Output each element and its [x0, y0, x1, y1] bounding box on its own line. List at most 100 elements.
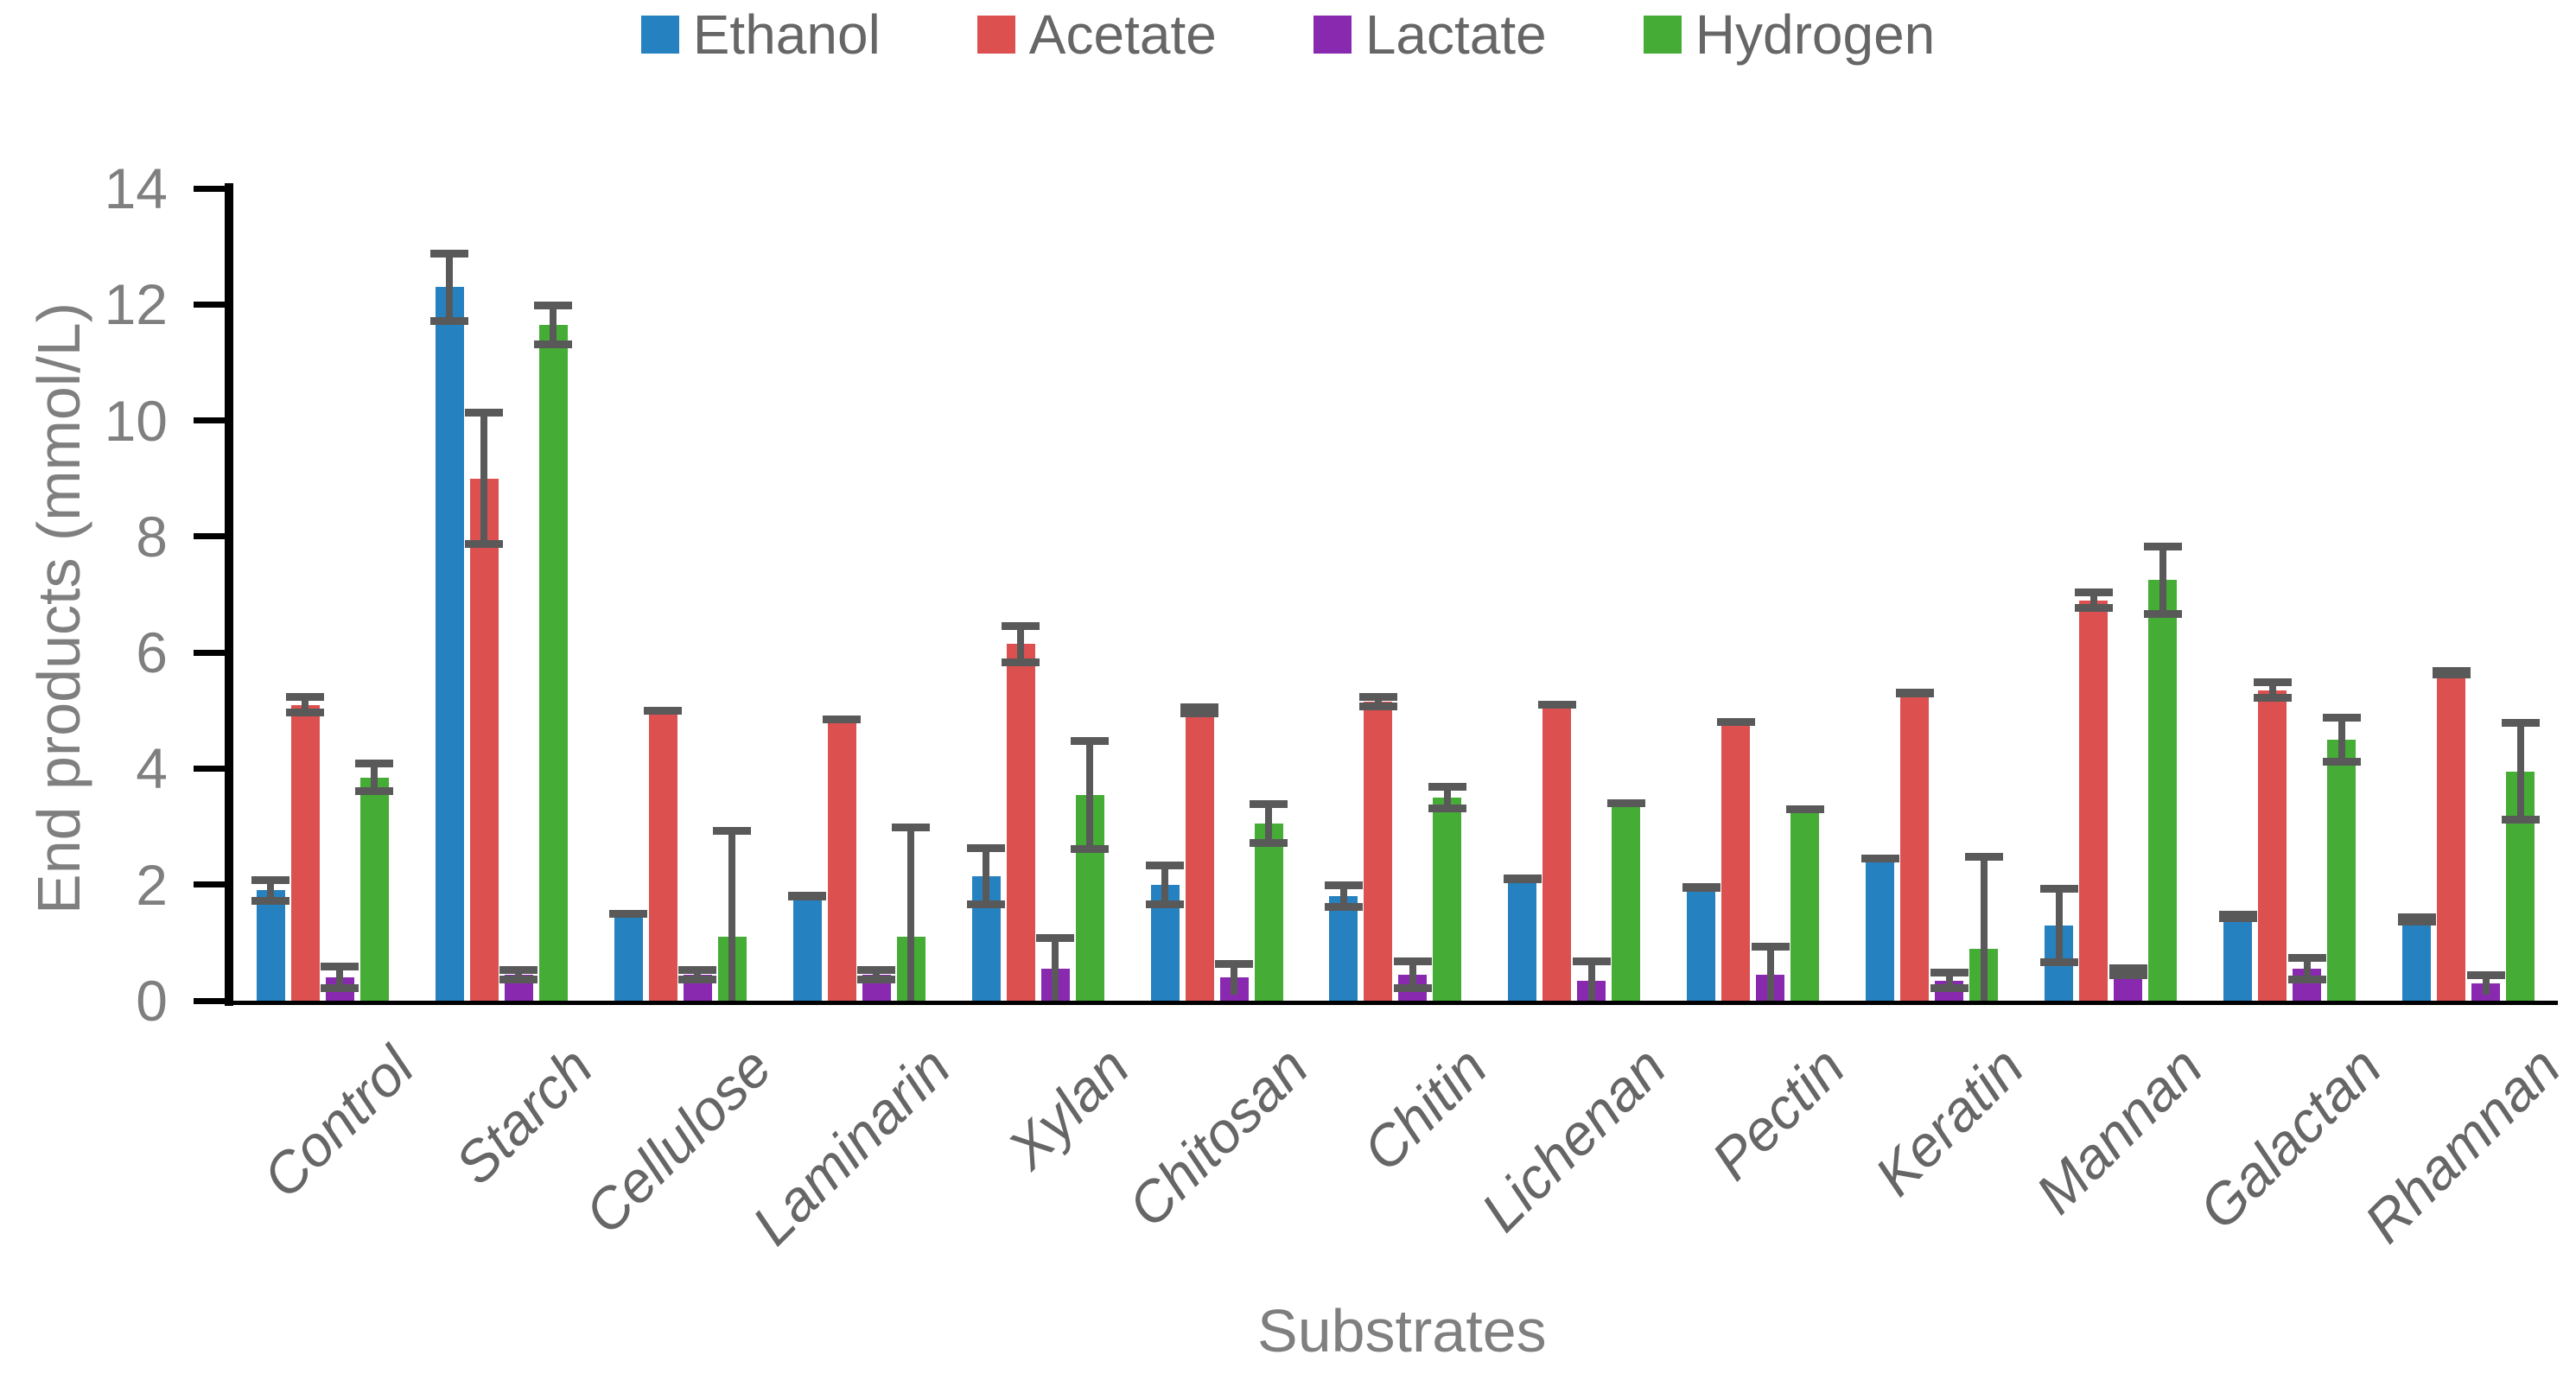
error-cap-top: [534, 301, 573, 309]
error-cap-top: [251, 875, 290, 884]
bar-slot: [2109, 188, 2147, 1001]
error-cap-bottom: [1716, 718, 1755, 727]
bar-acetate: [827, 719, 856, 1001]
category-label: Rhamnan: [2351, 1034, 2573, 1255]
bar-ethanol: [2402, 919, 2432, 1001]
bar-slot: [678, 188, 717, 1001]
error-bar: [2143, 542, 2182, 618]
error-whisker-line: [550, 301, 557, 348]
category-label: Chitin: [1350, 1034, 1499, 1183]
bar-slot: [2218, 188, 2257, 1001]
bar-slot: [1324, 188, 1363, 1001]
error-bar: [321, 963, 359, 992]
error-cap-bottom: [251, 897, 290, 906]
bar-acetate: [648, 710, 677, 1001]
bar-group-xylan: [949, 188, 1128, 1001]
error-bar: [2039, 884, 2078, 966]
error-cap-bottom: [1250, 839, 1288, 848]
bar-slot: [1572, 188, 1611, 1001]
error-bar: [788, 892, 827, 900]
bar-slot: [857, 188, 896, 1001]
error-bar: [1428, 783, 1466, 812]
y-axis-tick: [194, 765, 225, 772]
error-cap-top: [321, 963, 359, 971]
error-cap-bottom: [644, 707, 683, 715]
category-label: Starch: [442, 1034, 605, 1197]
error-bar: [1250, 800, 1288, 848]
error-bar: [2218, 910, 2257, 923]
error-whisker-line: [2268, 678, 2276, 703]
error-whisker-line: [2516, 719, 2524, 824]
error-cap-top: [499, 965, 538, 974]
bar-acetate: [290, 704, 320, 1001]
bar-slot: [2432, 188, 2471, 1001]
bar-slot: [823, 188, 862, 1001]
bar-slot: [1146, 188, 1185, 1001]
error-whisker-line: [1443, 783, 1451, 812]
bar-slot: [465, 188, 504, 1001]
y-axis-tick: [194, 881, 225, 888]
error-cap-top: [1572, 957, 1611, 965]
error-cap-top: [2074, 588, 2113, 597]
bar-slot: [430, 188, 469, 1001]
error-whisker-line: [1052, 933, 1059, 1001]
error-cap-bottom: [1146, 900, 1185, 908]
error-cap-bottom: [1606, 799, 1645, 808]
error-cap-top: [967, 843, 1006, 852]
error-cap-bottom: [1393, 983, 1432, 992]
error-cap-bottom: [321, 983, 359, 992]
error-bar: [1324, 881, 1363, 911]
legend-swatch-icon: [640, 16, 679, 54]
error-cap-bottom: [1930, 983, 1969, 992]
y-axis-line: [225, 183, 233, 1006]
error-cap-bottom: [1860, 855, 1899, 863]
error-whisker-line: [2159, 542, 2166, 618]
error-cap-bottom: [355, 786, 394, 795]
bar-ethanol: [1866, 858, 1895, 1001]
legend-item-ethanol: Ethanol: [640, 3, 881, 66]
error-whisker-line: [1409, 957, 1416, 992]
bar-slot: [1606, 188, 1645, 1001]
bar-hydrogen: [2148, 580, 2178, 1001]
error-bar: [251, 875, 290, 906]
error-cap-bottom: [2143, 609, 2182, 618]
bar-slot: [321, 188, 359, 1001]
bar-slot: [1682, 188, 1721, 1001]
error-cap-top: [1324, 881, 1363, 890]
error-whisker-line: [515, 965, 523, 983]
bar-acetate: [1006, 644, 1035, 1001]
error-whisker-line: [1265, 800, 1273, 848]
error-whisker-line: [2055, 884, 2063, 966]
error-whisker-line: [302, 693, 309, 716]
error-whisker-line: [983, 843, 990, 908]
error-cap-top: [857, 965, 896, 974]
error-bar: [2287, 954, 2326, 983]
error-cap-top: [1428, 783, 1466, 792]
error-bar: [1215, 960, 1254, 995]
bar-slot: [1358, 188, 1397, 1001]
error-cap-top: [713, 826, 752, 835]
error-whisker-line: [907, 824, 915, 1001]
bar-acetate: [1721, 722, 1751, 1001]
y-tick-label: 14: [104, 156, 168, 220]
legend-label: Ethanol: [692, 3, 881, 66]
bar-hydrogen: [1254, 824, 1283, 1001]
bar-slot: [609, 188, 648, 1001]
error-bar: [1537, 700, 1576, 709]
error-bar: [1358, 693, 1397, 711]
legend-swatch-icon: [1313, 16, 1352, 54]
legend-item-lactate: Lactate: [1313, 7, 1547, 62]
bar-slot: [713, 188, 752, 1001]
error-bar: [609, 909, 648, 918]
y-axis-tick: [194, 301, 225, 308]
error-bar: [1572, 957, 1611, 1001]
y-tick-label: 10: [104, 388, 168, 453]
plot-area: [233, 188, 2558, 1001]
bar-slot: [1428, 188, 1466, 1001]
error-bar: [1393, 957, 1432, 992]
error-bar: [857, 965, 896, 983]
bar-group-cellulose: [591, 188, 770, 1001]
category-label: Xylan: [995, 1034, 1142, 1181]
bar-ethanol: [614, 913, 643, 1001]
